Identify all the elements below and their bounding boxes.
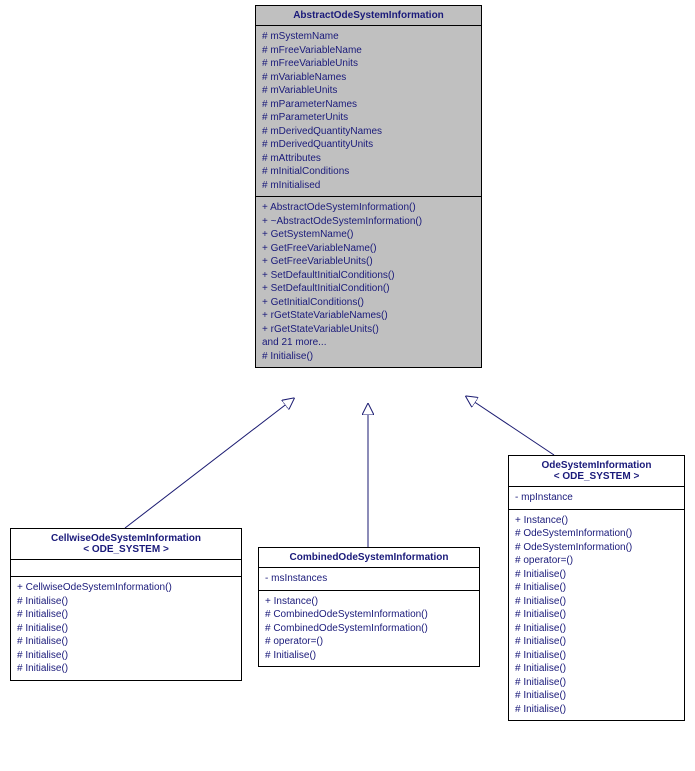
- uml-operation[interactable]: # CombinedOdeSystemInformation(): [265, 622, 473, 636]
- uml-operation[interactable]: # Initialise(): [515, 676, 678, 690]
- uml-operation[interactable]: # Initialise(): [17, 635, 235, 649]
- uml-operation[interactable]: # Initialise(): [515, 568, 678, 582]
- uml-class-abstract-ode-system-information[interactable]: AbstractOdeSystemInformation # mSystemNa…: [255, 5, 482, 368]
- uml-attribute[interactable]: # mFreeVariableUnits: [262, 57, 475, 71]
- uml-operation[interactable]: # Initialise(): [17, 662, 235, 676]
- uml-attribute[interactable]: # mParameterNames: [262, 98, 475, 112]
- uml-class-title[interactable]: AbstractOdeSystemInformation: [256, 6, 481, 26]
- uml-inheritance-edge: [125, 399, 293, 528]
- uml-class-title[interactable]: CellwiseOdeSystemInformation < ODE_SYSTE…: [11, 529, 241, 560]
- uml-operation[interactable]: + GetFreeVariableUnits(): [262, 255, 475, 269]
- uml-operation[interactable]: # Initialise(): [515, 635, 678, 649]
- uml-operation[interactable]: and 21 more...: [262, 336, 475, 350]
- uml-operation[interactable]: + ~AbstractOdeSystemInformation(): [262, 215, 475, 229]
- uml-operations-section: + Instance()# CombinedOdeSystemInformati…: [259, 591, 479, 667]
- uml-operation[interactable]: + CellwiseOdeSystemInformation(): [17, 581, 235, 595]
- uml-operation[interactable]: # Initialise(): [515, 608, 678, 622]
- uml-operation[interactable]: + Instance(): [265, 595, 473, 609]
- uml-attribute[interactable]: # mSystemName: [262, 30, 475, 44]
- uml-attribute[interactable]: # mDerivedQuantityUnits: [262, 138, 475, 152]
- uml-operation[interactable]: + GetFreeVariableName(): [262, 242, 475, 256]
- uml-operations-section: + AbstractOdeSystemInformation()+ ~Abstr…: [256, 197, 481, 367]
- uml-attribute[interactable]: # mDerivedQuantityNames: [262, 125, 475, 139]
- uml-operation[interactable]: # Initialise(): [515, 581, 678, 595]
- uml-class-ode-system-information[interactable]: OdeSystemInformation < ODE_SYSTEM > - mp…: [508, 455, 685, 721]
- uml-operation[interactable]: # Initialise(): [17, 608, 235, 622]
- uml-operation[interactable]: # OdeSystemInformation(): [515, 541, 678, 555]
- uml-attributes-section: - mpInstance: [509, 487, 684, 510]
- uml-operation[interactable]: # Initialise(): [515, 595, 678, 609]
- uml-operation[interactable]: + SetDefaultInitialCondition(): [262, 282, 475, 296]
- uml-attribute[interactable]: # mVariableUnits: [262, 84, 475, 98]
- uml-operation[interactable]: + rGetStateVariableNames(): [262, 309, 475, 323]
- uml-operation[interactable]: + AbstractOdeSystemInformation(): [262, 201, 475, 215]
- uml-operation[interactable]: # Initialise(): [17, 649, 235, 663]
- uml-operation[interactable]: # Initialise(): [17, 595, 235, 609]
- uml-class-cellwise-ode-system-information[interactable]: CellwiseOdeSystemInformation < ODE_SYSTE…: [10, 528, 242, 681]
- uml-operation[interactable]: # Initialise(): [265, 649, 473, 663]
- uml-attributes-section: - msInstances: [259, 568, 479, 591]
- uml-inheritance-edge: [467, 397, 554, 455]
- uml-operations-section: + Instance()# OdeSystemInformation()# Od…: [509, 510, 684, 721]
- uml-attribute[interactable]: - msInstances: [265, 572, 473, 586]
- uml-class-combined-ode-system-information[interactable]: CombinedOdeSystemInformation - msInstanc…: [258, 547, 480, 667]
- uml-attributes-section: [11, 560, 241, 577]
- uml-operation[interactable]: # operator=(): [265, 635, 473, 649]
- uml-attributes-section: # mSystemName# mFreeVariableName# mFreeV…: [256, 26, 481, 197]
- uml-operation[interactable]: # CombinedOdeSystemInformation(): [265, 608, 473, 622]
- uml-attribute[interactable]: # mParameterUnits: [262, 111, 475, 125]
- uml-operation[interactable]: + GetInitialConditions(): [262, 296, 475, 310]
- uml-operation[interactable]: # Initialise(): [262, 350, 475, 364]
- uml-operation[interactable]: + SetDefaultInitialConditions(): [262, 269, 475, 283]
- uml-class-title[interactable]: OdeSystemInformation < ODE_SYSTEM >: [509, 456, 684, 487]
- uml-attribute[interactable]: # mVariableNames: [262, 71, 475, 85]
- uml-class-title[interactable]: CombinedOdeSystemInformation: [259, 548, 479, 568]
- uml-attribute[interactable]: # mAttributes: [262, 152, 475, 166]
- uml-operation[interactable]: # OdeSystemInformation(): [515, 527, 678, 541]
- uml-attribute[interactable]: - mpInstance: [515, 491, 678, 505]
- uml-operation[interactable]: # Initialise(): [17, 622, 235, 636]
- uml-attribute[interactable]: # mInitialConditions: [262, 165, 475, 179]
- uml-operation[interactable]: # Initialise(): [515, 689, 678, 703]
- uml-operation[interactable]: # Initialise(): [515, 662, 678, 676]
- uml-attribute[interactable]: # mFreeVariableName: [262, 44, 475, 58]
- uml-operation[interactable]: # Initialise(): [515, 703, 678, 717]
- uml-operation[interactable]: + GetSystemName(): [262, 228, 475, 242]
- uml-operation[interactable]: # Initialise(): [515, 622, 678, 636]
- uml-attribute[interactable]: # mInitialised: [262, 179, 475, 193]
- uml-operations-section: + CellwiseOdeSystemInformation()# Initia…: [11, 577, 241, 680]
- uml-operation[interactable]: + Instance(): [515, 514, 678, 528]
- uml-operation[interactable]: # operator=(): [515, 554, 678, 568]
- uml-operation[interactable]: # Initialise(): [515, 649, 678, 663]
- uml-operation[interactable]: + rGetStateVariableUnits(): [262, 323, 475, 337]
